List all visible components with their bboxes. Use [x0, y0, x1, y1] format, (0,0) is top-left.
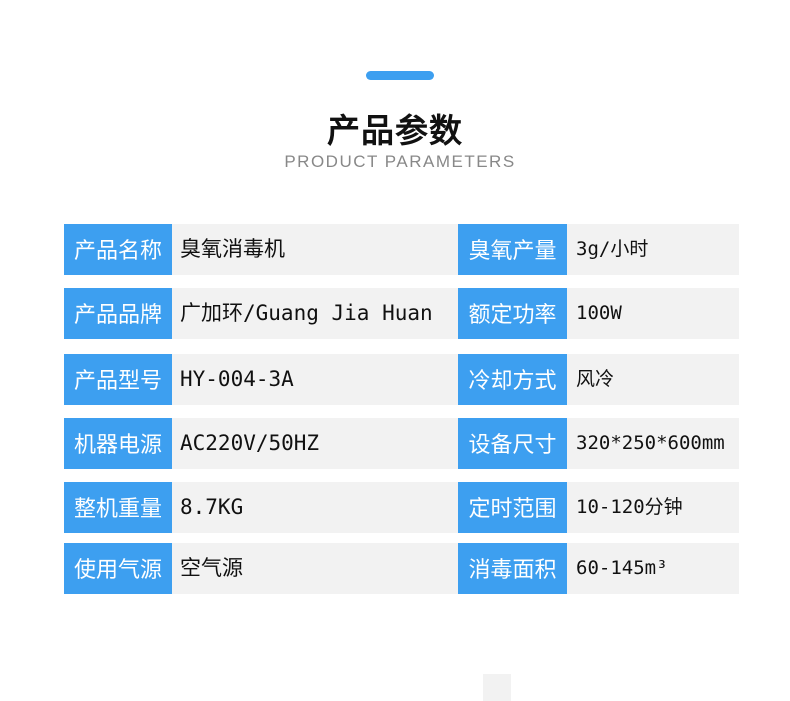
param-label: 机器电源	[64, 418, 172, 469]
param-label: 使用气源	[64, 543, 172, 594]
param-label: 冷却方式	[458, 354, 567, 405]
param-label: 产品型号	[64, 354, 172, 405]
param-label: 产品品牌	[64, 288, 172, 339]
decorative-square	[483, 674, 511, 701]
param-label: 产品名称	[64, 224, 172, 275]
table-row: 整机重量 8.7KG 定时范围 10-120分钟	[64, 482, 739, 533]
table-row: 机器电源 AC220V/50HZ 设备尺寸 320*250*600mm	[64, 418, 739, 469]
param-label: 额定功率	[458, 288, 567, 339]
param-label: 设备尺寸	[458, 418, 567, 469]
param-value: 10-120分钟	[576, 496, 683, 518]
table-row: 产品型号 HY-004-3A 冷却方式 风冷	[64, 354, 739, 405]
table-row: 使用气源 空气源 消毒面积 60-145m³	[64, 543, 739, 594]
param-label: 整机重量	[64, 482, 172, 533]
table-row: 产品品牌 广加环/Guang Jia Huan 额定功率 100W	[64, 288, 739, 339]
param-label: 消毒面积	[458, 543, 567, 594]
param-value: AC220V/50HZ	[180, 431, 320, 455]
param-value: 3g/小时	[576, 238, 649, 260]
param-value: 320*250*600mm	[576, 432, 725, 454]
param-label: 臭氧产量	[458, 224, 567, 275]
param-value: 60-145m³	[576, 557, 668, 579]
param-label: 定时范围	[458, 482, 567, 533]
param-value: HY-004-3A	[180, 367, 294, 391]
param-value: 风冷	[576, 368, 615, 390]
param-value: 8.7KG	[180, 495, 244, 519]
accent-bar	[366, 71, 434, 80]
param-value: 100W	[576, 302, 622, 324]
page-subtitle: PRODUCT PARAMETERS	[284, 152, 516, 171]
page-title: 产品参数	[327, 111, 463, 150]
param-value: 臭氧消毒机	[180, 237, 285, 261]
param-value: 空气源	[180, 556, 243, 580]
param-value: 广加环/Guang Jia Huan	[180, 301, 433, 325]
table-row: 产品名称 臭氧消毒机 臭氧产量 3g/小时	[64, 224, 739, 275]
